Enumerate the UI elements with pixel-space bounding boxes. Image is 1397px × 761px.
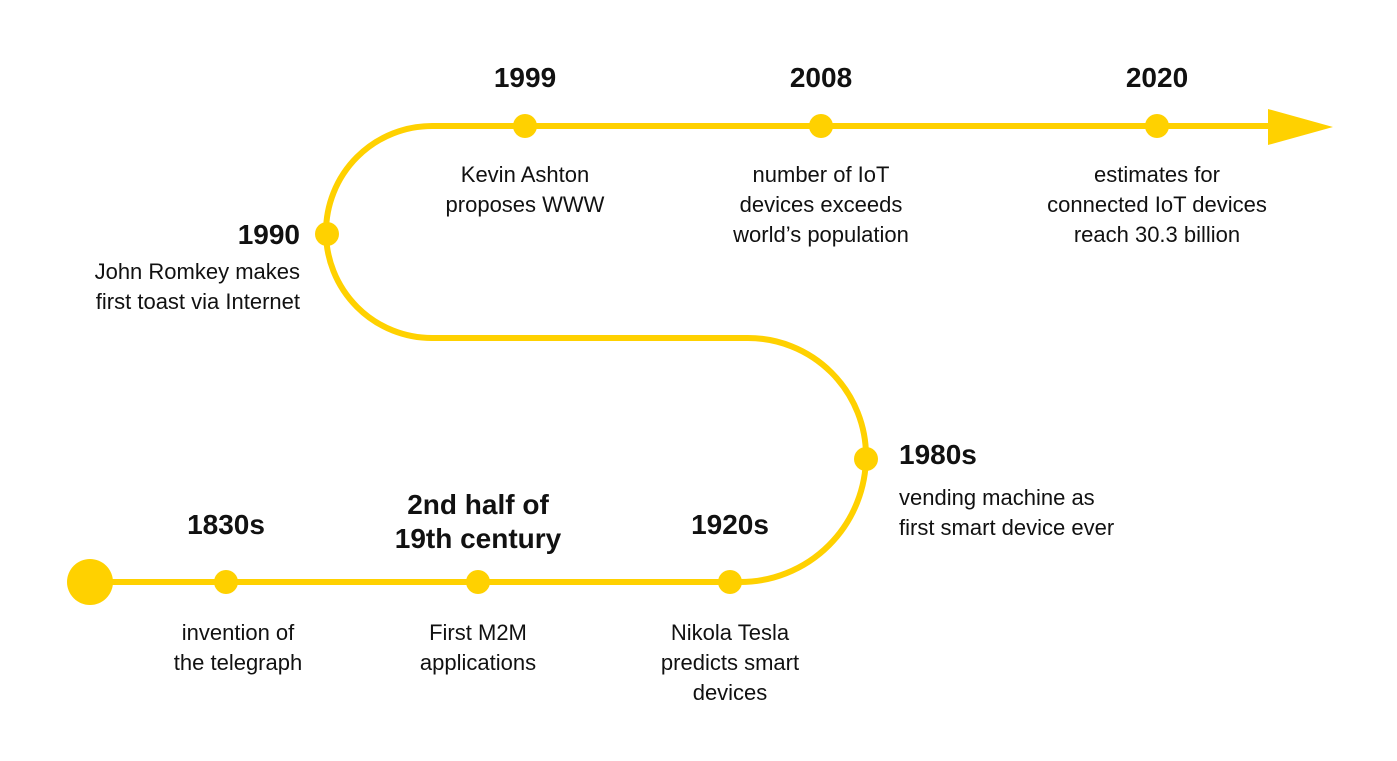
event-dot-1980s [854,447,878,471]
event-desc-2nd-half-19th-century: First M2M applications [419,620,537,675]
event-dot-1999 [513,114,537,138]
timeline-arrowhead [1268,109,1333,145]
event-year-2nd-half-19th-century: 2nd half of 19th century [394,489,562,554]
event-desc-2020: estimates for connected IoT devices reac… [1047,162,1267,247]
event-year-1980s: 1980s [899,439,977,470]
timeline-start-dot [67,559,113,605]
event-dot-2020 [1145,114,1169,138]
event-dot-1990 [315,222,339,246]
event-year-1999: 1999 [493,62,557,93]
event-dot-1920s [718,570,742,594]
event-dot-2nd-half-19th-century [466,570,490,594]
event-dot-1830s [214,570,238,594]
event-year-2008: 2008 [789,62,853,93]
event-desc-1990: John Romkey makes first toast via Intern… [94,259,300,314]
event-desc-1830s: invention of the telegraph [173,620,303,675]
event-desc-1920s: Nikola Tesla predicts smart devices [660,620,800,705]
event-desc-1980s: vending machine as first smart device ev… [899,485,1115,540]
event-dot-2008 [809,114,833,138]
event-year-1920s: 1920s [691,509,769,540]
timeline-path [87,123,1278,585]
event-year-1830s: 1830s [187,509,265,540]
event-year-1990: 1990 [237,219,300,250]
event-year-2020: 2020 [1125,62,1189,93]
event-desc-2008: number of IoT devices exceeds world’s po… [733,162,909,247]
event-desc-1999: Kevin Ashton proposes WWW [445,162,605,217]
